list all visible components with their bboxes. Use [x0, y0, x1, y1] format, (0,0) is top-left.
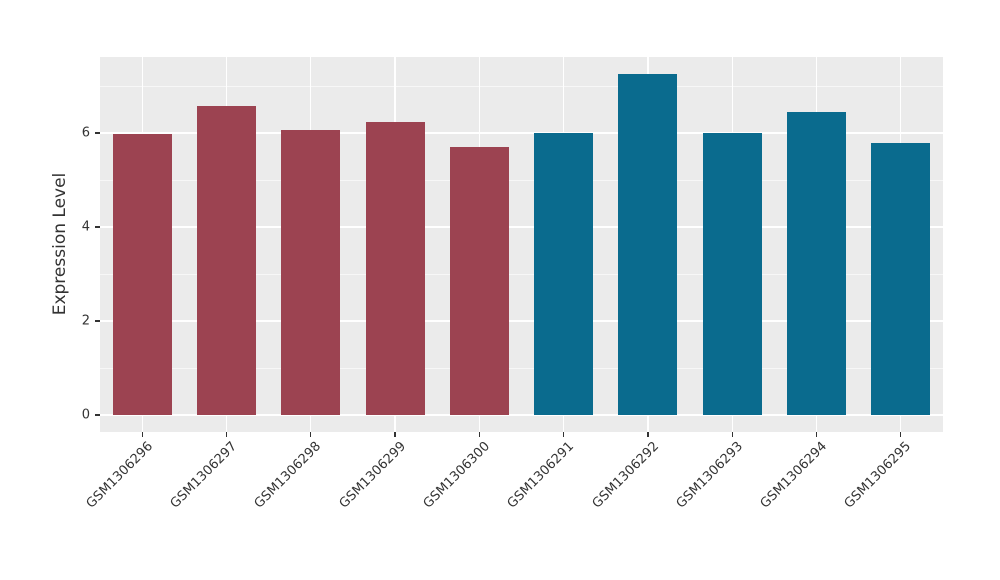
gridline-minor [100, 85, 943, 87]
y-tick-label: 4 [81, 219, 90, 235]
x-tick-mark [647, 432, 649, 437]
y-tick-mark [95, 320, 100, 322]
x-tick-label: GSM1306293 [673, 439, 746, 512]
x-tick-label: GSM1306294 [757, 439, 831, 512]
x-tick-mark [394, 432, 396, 437]
gridline-major [100, 414, 943, 416]
x-tick-mark [225, 432, 228, 437]
bar-GSM1306291 [534, 133, 594, 416]
y-tick-label: 2 [81, 313, 90, 329]
y-tick-mark [95, 414, 100, 416]
x-tick-mark [310, 432, 312, 437]
y-tick-mark [95, 132, 100, 134]
gridline-minor [100, 273, 943, 275]
x-tick-label: GSM1306299 [336, 439, 409, 512]
gridline-major [100, 226, 943, 228]
gridline-major [100, 132, 943, 134]
bar-GSM1306298 [281, 130, 341, 416]
y-tick-label: 6 [81, 125, 90, 141]
bar-GSM1306294 [787, 111, 847, 416]
x-tick-label: GSM1306296 [83, 439, 156, 512]
x-tick-mark [478, 432, 480, 437]
x-tick-mark [141, 432, 143, 437]
bar-GSM1306292 [618, 73, 678, 416]
x-tick-label: GSM1306295 [842, 439, 915, 512]
x-tick-label: GSM1306300 [420, 439, 493, 512]
gridline-minor [100, 367, 943, 369]
x-tick-mark [900, 432, 902, 437]
gridline-minor [100, 179, 943, 181]
gridline-major [100, 320, 943, 322]
bar-GSM1306295 [871, 143, 931, 416]
y-axis-label: Expression Level [50, 172, 70, 316]
y-tick-mark [95, 226, 100, 228]
bar-GSM1306300 [449, 146, 509, 416]
bar-GSM1306297 [196, 105, 256, 416]
x-tick-mark [731, 432, 733, 437]
bar-GSM1306299 [365, 121, 425, 416]
y-tick-label: 0 [81, 407, 90, 423]
bar-GSM1306296 [112, 134, 172, 416]
plot-panel [100, 57, 943, 432]
x-tick-label: GSM1306292 [589, 439, 662, 512]
x-tick-mark [815, 432, 818, 437]
x-tick-label: GSM1306298 [251, 439, 325, 512]
bar-GSM1306293 [702, 133, 762, 416]
x-tick-mark [563, 432, 565, 437]
x-tick-label: GSM1306291 [504, 439, 578, 512]
x-tick-label: GSM1306297 [167, 439, 241, 512]
